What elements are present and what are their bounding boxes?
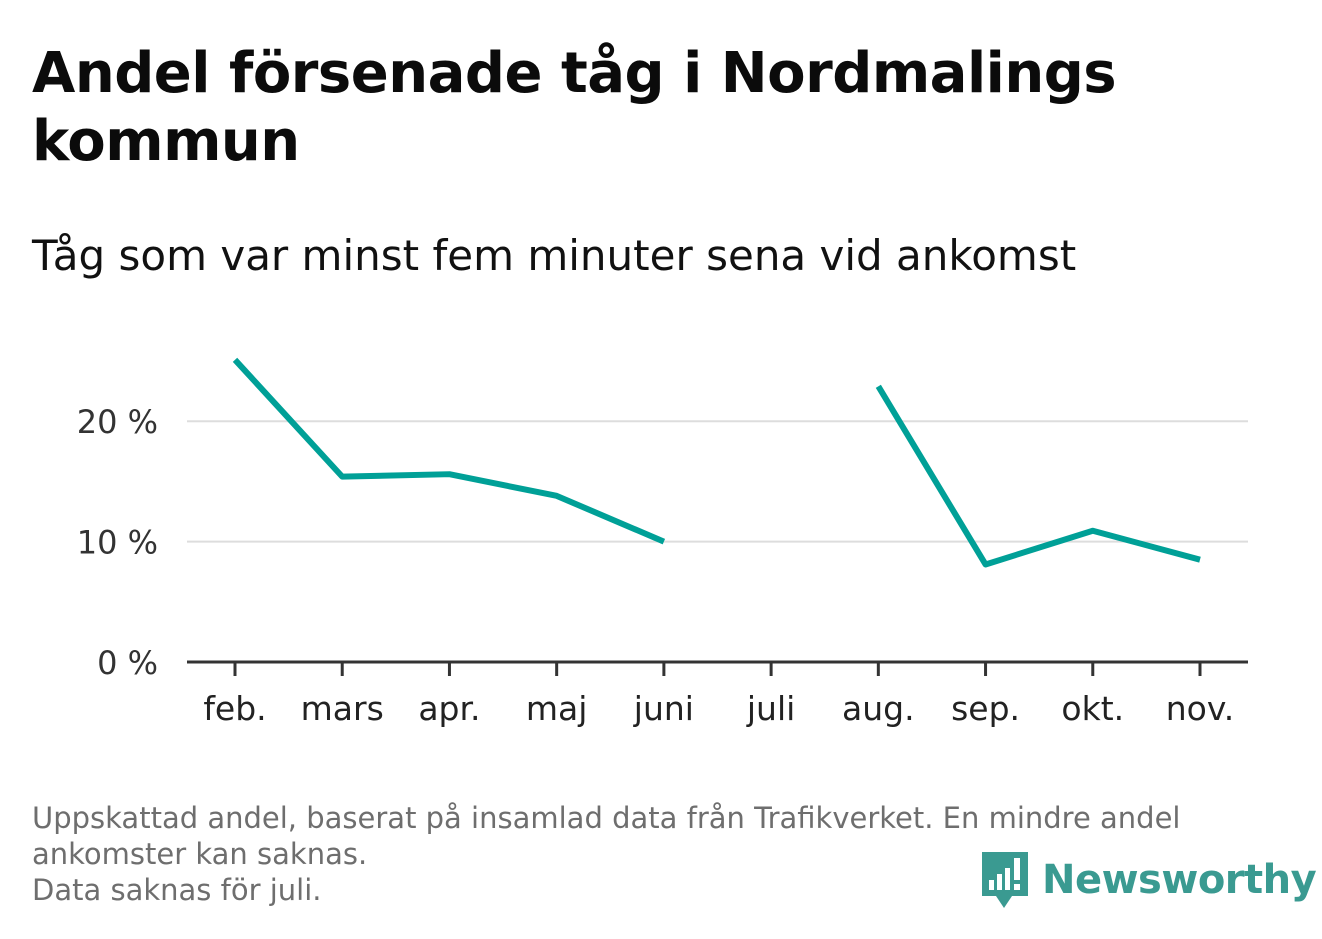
grid-lines bbox=[187, 420, 1248, 543]
chart-footnote: Uppskattad andel, baserat på insamlad da… bbox=[32, 800, 1282, 908]
x-tick-label: aug. bbox=[842, 689, 915, 728]
x-tick-labels: feb. mars apr. maj juni juli aug. sep. okt. nov. bbox=[203, 689, 1234, 728]
series-lines bbox=[232, 357, 1201, 568]
line-chart: 0 % 10 % 20 % feb. mars apr. maj juni juli aug. s… bbox=[77, 357, 1248, 728]
footnote-line-3: Data saknas för juli. bbox=[32, 873, 322, 907]
footnote-line-1: Uppskattad andel, baserat på insamlad da… bbox=[32, 801, 1181, 835]
x-tick-label: apr. bbox=[418, 689, 480, 728]
x-tick-label: nov. bbox=[1166, 689, 1235, 728]
series-line bbox=[232, 357, 666, 545]
logo-text: Newsworthy bbox=[1042, 857, 1317, 903]
x-tick-label: mars bbox=[301, 689, 384, 728]
x-tick-label: juni bbox=[633, 689, 694, 728]
y-tick-label: 0 % bbox=[97, 644, 158, 682]
series-line bbox=[875, 384, 1201, 568]
y-tick-label: 20 % bbox=[77, 403, 158, 441]
x-tick-label: feb. bbox=[203, 689, 266, 728]
y-tick-labels: 0 % 10 % 20 % bbox=[77, 403, 158, 682]
y-tick-label: 10 % bbox=[77, 524, 158, 562]
newsworthy-logo: Newsworthy bbox=[980, 850, 1317, 910]
x-tick-label: juli bbox=[746, 689, 795, 728]
chart-subtitle: Tåg som var minst fem minuter sena vid a… bbox=[32, 231, 1077, 280]
x-tick-label: maj bbox=[526, 689, 588, 728]
footnote-line-2: ankomster kan saknas. bbox=[32, 837, 368, 871]
x-ticks bbox=[233, 662, 1202, 676]
x-tick-label: okt. bbox=[1061, 689, 1124, 728]
x-tick-label: sep. bbox=[951, 689, 1020, 728]
bar-chart-speech-bubble-icon bbox=[982, 852, 1028, 908]
chart-title: Andel försenade tåg i Nordmalings kommun bbox=[32, 41, 1117, 174]
